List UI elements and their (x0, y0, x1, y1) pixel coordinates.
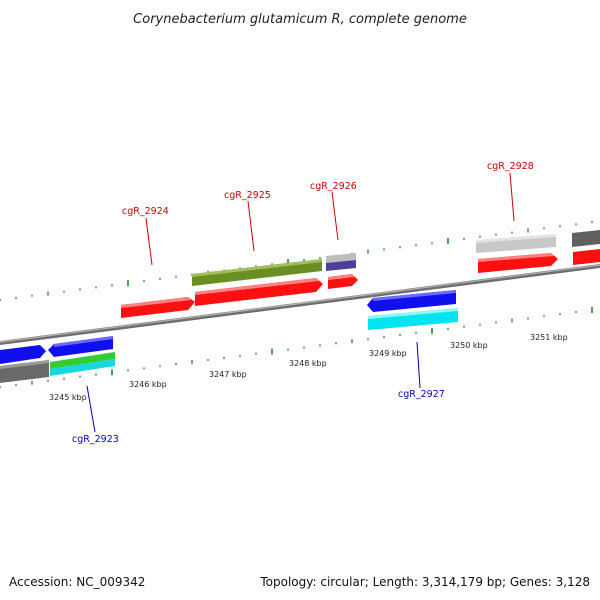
kbp-label: 3247 kbp (209, 370, 247, 379)
kbp-label: 3245 kbp (49, 393, 87, 402)
accession-text: Accession: NC_009342 (9, 575, 145, 589)
forward-genes (121, 249, 600, 318)
backbone-track (0, 264, 600, 345)
kbp-label: 3249 kbp (369, 349, 407, 358)
gene-arrow[interactable] (573, 249, 600, 265)
gene-label-cgR_2924[interactable]: cgR_2924 (122, 206, 169, 217)
gene-arrow[interactable] (367, 290, 456, 312)
kbp-label: 3251 kbp (530, 333, 568, 342)
reverse-genes (0, 290, 458, 376)
gene-label-cgR_2926[interactable]: cgR_2926 (310, 181, 357, 192)
lower-tick-row (0, 307, 593, 388)
kbp-label: 3248 kbp (289, 359, 327, 368)
gene-arrow[interactable] (48, 336, 113, 357)
kbp-label: 3250 kbp (450, 341, 488, 350)
gene-label-cgR_2923[interactable]: cgR_2923 (72, 434, 119, 445)
gene-arrow[interactable] (195, 278, 323, 306)
gene-arrow[interactable] (0, 345, 46, 364)
gene-feature-bars (0, 230, 600, 383)
gene-label-cgR_2928[interactable]: cgR_2928 (487, 161, 534, 172)
gene-label-cgR_2927[interactable]: cgR_2927 (398, 389, 445, 400)
gene-labels: cgR_2924 cgR_2925 cgR_2926 cgR_2928 cgR_… (72, 161, 534, 445)
genome-summary-text: Topology: circular; Length: 3,314,179 bp… (259, 575, 590, 589)
gene-label-cgR_2925[interactable]: cgR_2925 (224, 190, 271, 201)
kbp-scale: 3245 kbp 3246 kbp 3247 kbp 3248 kbp 3249… (49, 333, 568, 402)
kbp-label: 3246 kbp (129, 380, 167, 389)
gene-arrow[interactable] (121, 297, 195, 318)
label-leaders (86, 172, 515, 433)
map-title: Corynebacterium glutamicum R, complete g… (133, 12, 467, 27)
